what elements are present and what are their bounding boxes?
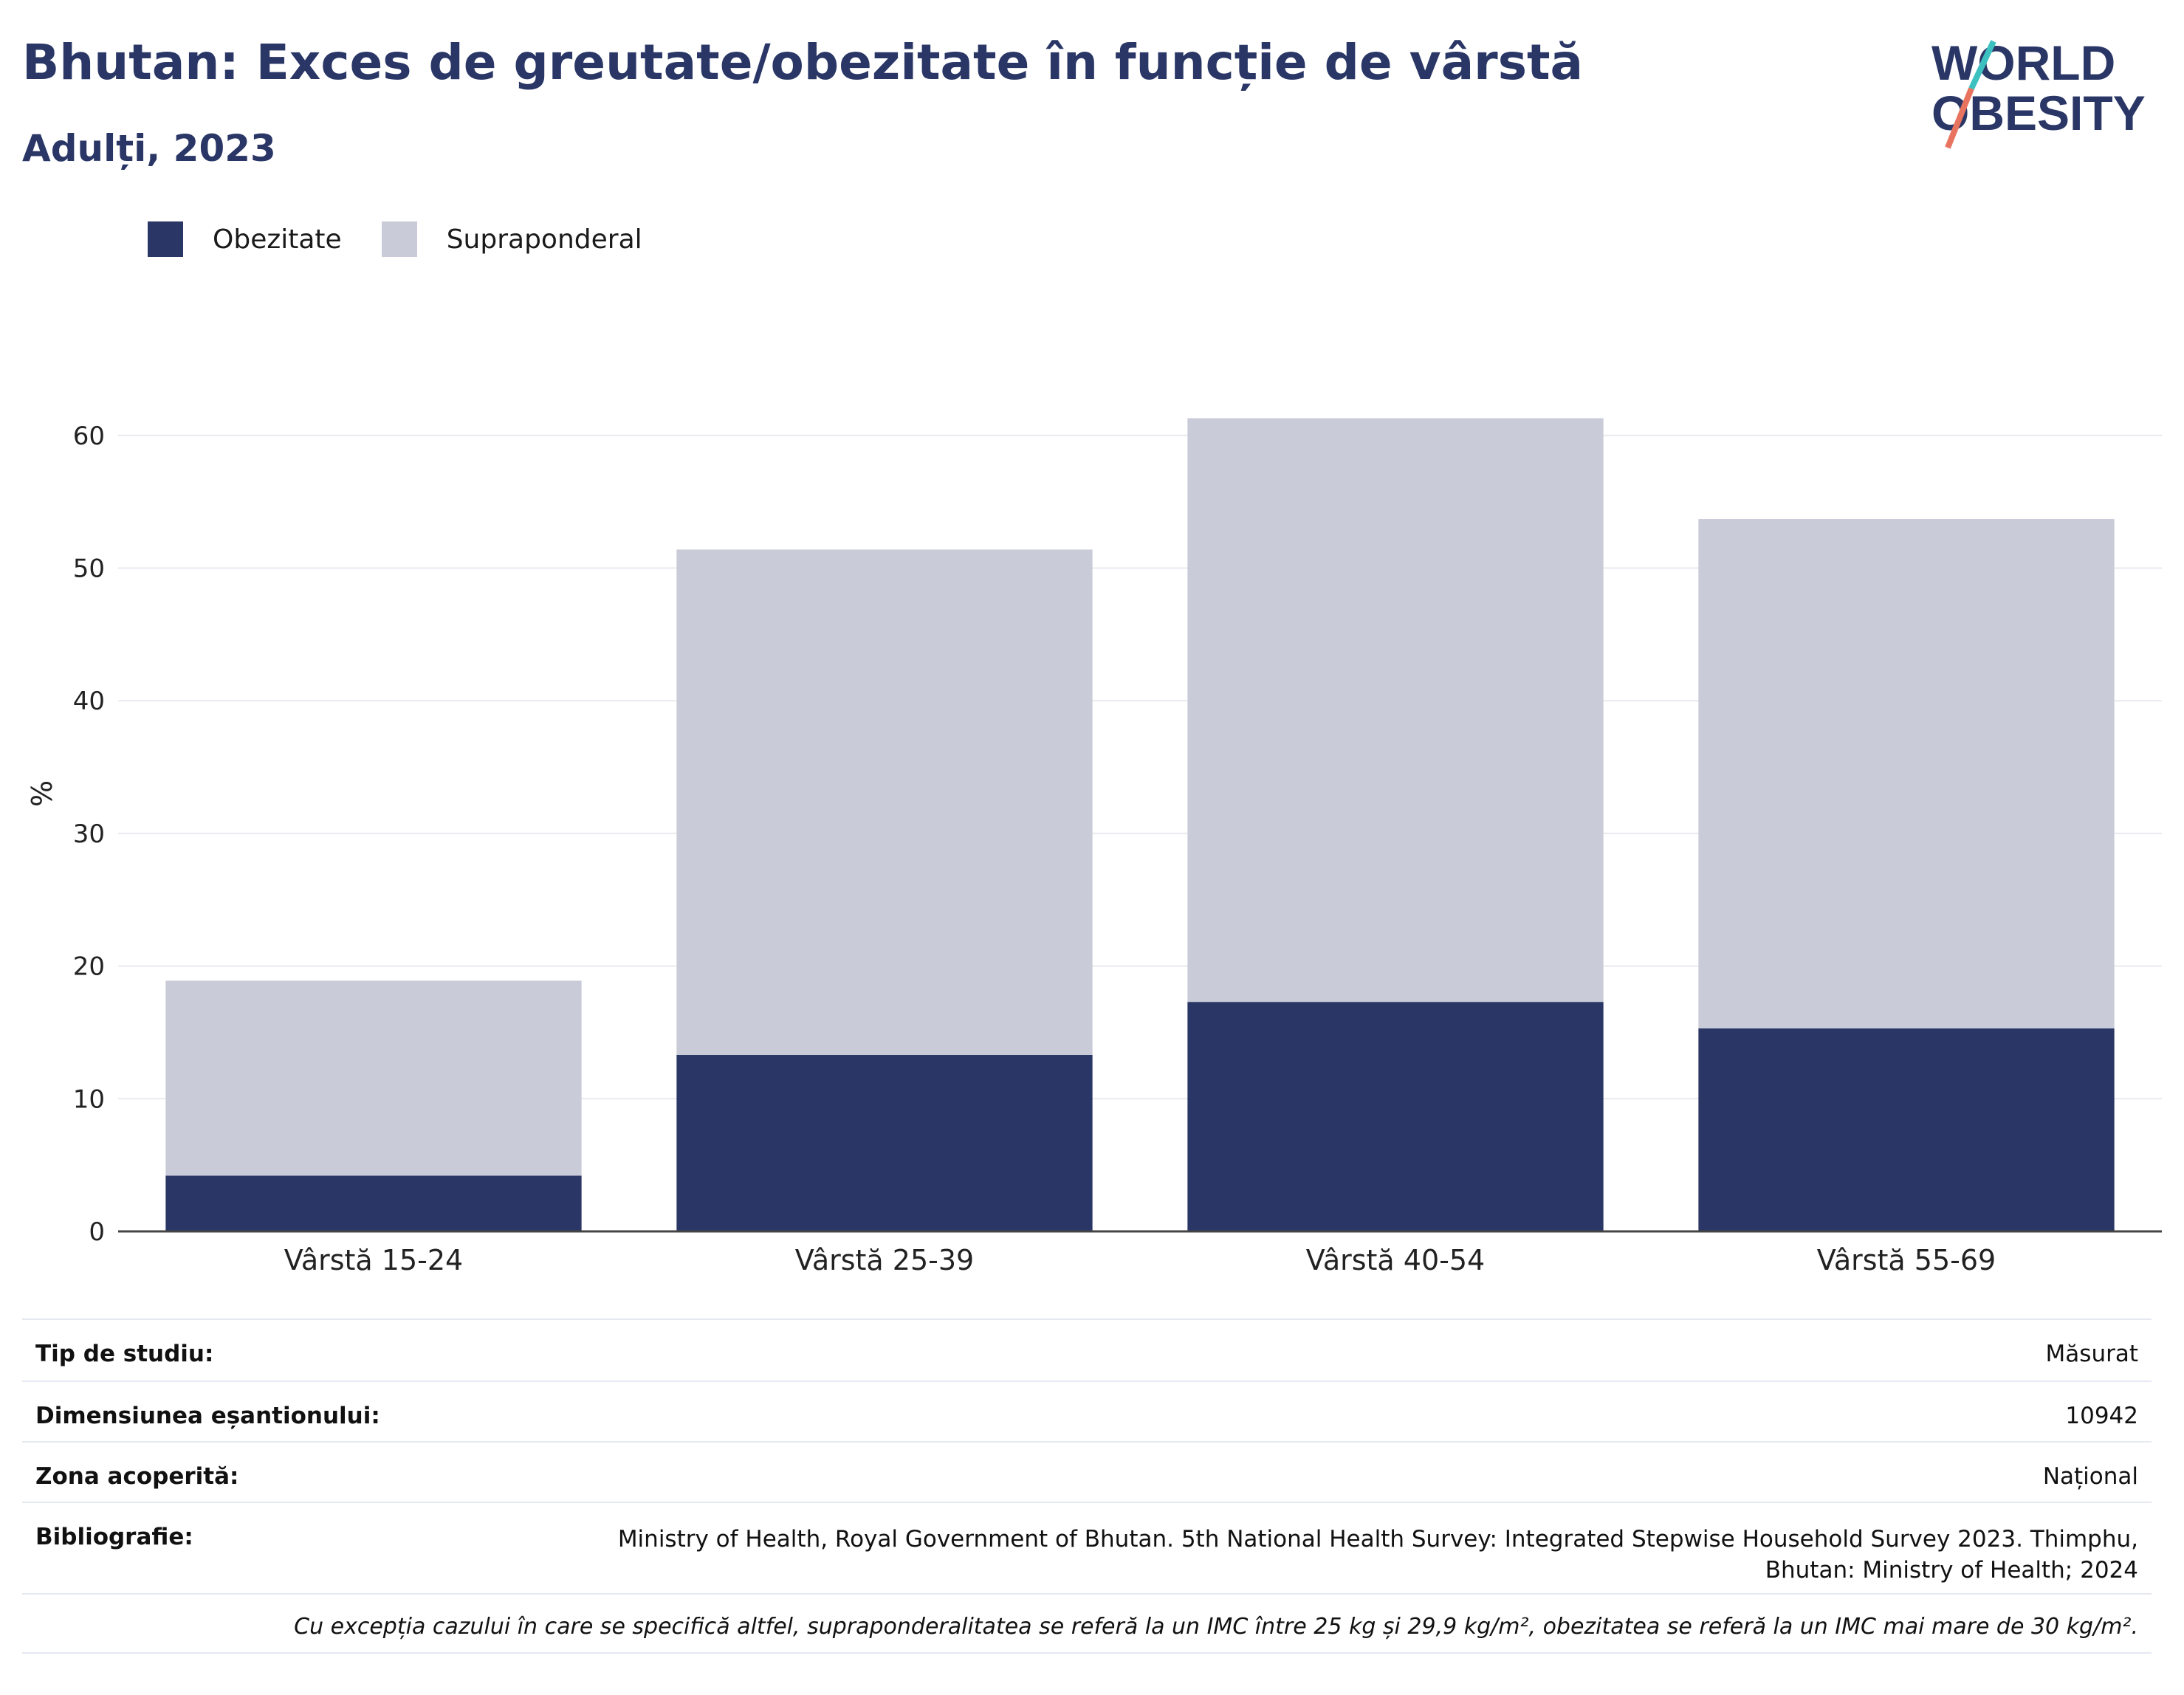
x-tick-label-4: Vârstă 55-69	[1817, 1244, 1996, 1276]
y-axis-title: %	[26, 780, 58, 807]
svg-text:WORLD: WORLD	[1931, 35, 2115, 90]
y-tick-label-20: 20	[73, 952, 105, 982]
legend-item-supraponderal[interactable]: Supraponderal	[381, 221, 642, 257]
bar-obezitate-2	[676, 1055, 1093, 1231]
world-obesity-logo: WORLD OBESITY	[1931, 35, 2146, 149]
x-tick-label-3: Vârstă 40-54	[1306, 1244, 1485, 1276]
legend-label-supraponderal: Supraponderal	[446, 224, 642, 255]
y-tick-label-30: 30	[73, 819, 105, 849]
bibliography-line-1: Ministry of Health, Royal Government of …	[617, 1526, 2138, 1553]
bar-supraponderal-4	[1698, 519, 2115, 1029]
y-tick-label-50: 50	[73, 554, 105, 584]
bibliography-line-2: Bhutan: Ministry of Health; 2024	[1765, 1557, 2138, 1584]
meta-row-bibliography: Bibliografie: Ministry of Health, Royal …	[22, 1502, 2152, 1593]
y-tick-label-10: 10	[73, 1084, 105, 1114]
sample-size-value: 10942	[2065, 1403, 2138, 1429]
chart-title: Bhutan: Exces de greutate/obezitate în f…	[22, 34, 1584, 91]
legend-item-obezitate[interactable]: Obezitate	[148, 221, 342, 257]
legend-label-obezitate: Obezitate	[213, 224, 342, 255]
study-type-label: Tip de studiu:	[35, 1341, 214, 1367]
chart-legend: Obezitate Supraponderal	[148, 220, 682, 258]
stacked-bar-chart: 0 10 20 30 40 50 60% Vârstă 15-24 Vârstă 25-39 Vâ…	[26, 418, 2162, 1276]
sample-size-label: Dimensiunea eșantionului:	[35, 1403, 380, 1429]
definition-note: Cu excepția cazului în care se specifică…	[22, 1593, 2152, 1654]
chart-subtitle: Adulți, 2023	[22, 127, 276, 170]
bibliography-label: Bibliografie:	[35, 1524, 193, 1550]
coverage-value: Național	[2042, 1463, 2138, 1490]
meta-row-sample-size: Dimensiunea eșantionului: 10942	[22, 1381, 2152, 1441]
bibliography-value: Ministry of Health, Royal Government of …	[618, 1524, 2138, 1586]
meta-row-coverage: Zona acoperită: Național	[22, 1441, 2152, 1502]
y-tick-label-40: 40	[73, 687, 105, 716]
study-info-table: Tip de studiu: Măsurat Dimensiunea eșant…	[22, 1318, 2152, 1654]
legend-swatch-obezitate	[148, 221, 183, 257]
bar-supraponderal-1	[165, 980, 582, 1176]
bar-supraponderal-3	[1187, 418, 1604, 1003]
bar-obezitate-4	[1698, 1028, 2115, 1231]
coverage-label: Zona acoperită:	[35, 1463, 239, 1490]
legend-swatch-supraponderal	[381, 221, 417, 257]
y-tick-label-0: 0	[89, 1217, 105, 1247]
bar-obezitate-3	[1187, 1002, 1604, 1231]
bar-supraponderal-2	[676, 549, 1093, 1056]
study-type-value: Măsurat	[2045, 1341, 2138, 1367]
y-tick-label-60: 60	[73, 422, 105, 451]
meta-row-study-type: Tip de studiu: Măsurat	[22, 1318, 2152, 1381]
x-tick-label-1: Vârstă 15-24	[284, 1244, 463, 1276]
bar-obezitate-1	[165, 1175, 582, 1231]
x-tick-label-2: Vârstă 25-39	[795, 1244, 974, 1276]
